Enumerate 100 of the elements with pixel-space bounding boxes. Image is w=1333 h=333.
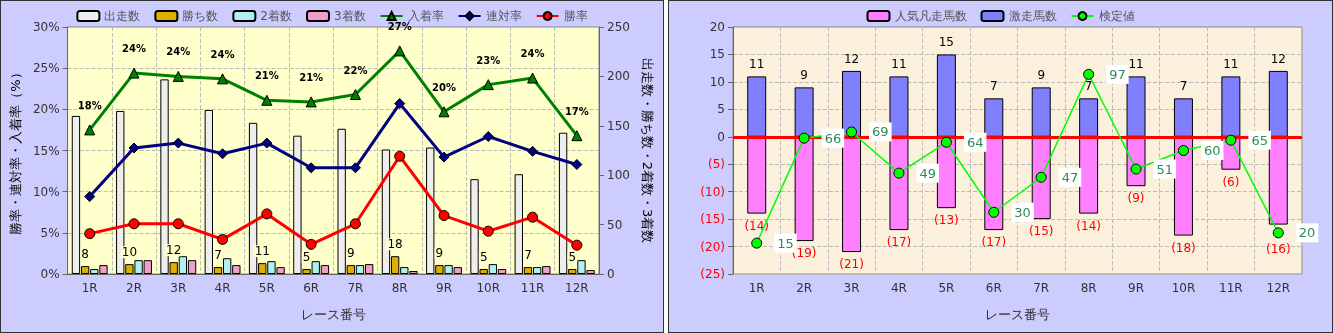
x-axis-title: レース番号 (300, 307, 366, 322)
data-label: 24% (520, 48, 545, 60)
x-tick-label: 10R (476, 281, 501, 295)
point (305, 96, 317, 108)
x-tick-label: 7R (1033, 281, 1050, 295)
x-tick-label: 11R (520, 281, 545, 295)
bar (1173, 98, 1193, 137)
point (217, 73, 229, 85)
data-label: (9) (1127, 191, 1145, 206)
y-tick-label: 0% (40, 267, 60, 281)
y2-axis-title: 出走数・勝ち数・2着数・3着数 (640, 57, 655, 244)
data-label: (17) (981, 235, 1007, 250)
x-tick-label: 11R (1219, 281, 1243, 295)
x-tick-label: 8R (391, 281, 408, 295)
data-label: 20% (432, 81, 456, 93)
data-label: 9 (435, 246, 444, 261)
y-tick-label: (25) (700, 267, 725, 281)
data-label: 18% (77, 99, 102, 111)
x-tick-label: 2R (796, 281, 813, 295)
bar (842, 70, 862, 137)
data-label: 7 (214, 248, 222, 263)
y-tick-label: (10) (700, 184, 725, 199)
data-label: 11 (1128, 57, 1144, 72)
point (349, 89, 361, 101)
legend-label: 出走数 (104, 9, 141, 23)
point (438, 151, 450, 163)
data-label: 15 (777, 235, 794, 251)
point (846, 126, 858, 138)
y-tick-label: 5 (717, 102, 725, 117)
point (893, 167, 905, 179)
y2-tick-label: 100 (607, 168, 630, 183)
x-tick-label: 6R (303, 281, 320, 295)
point (84, 124, 96, 136)
data-label: 60 (1203, 143, 1221, 158)
point (128, 142, 140, 154)
x-axis-title: レース番号 (985, 307, 1050, 322)
point (84, 191, 96, 203)
bar (1268, 70, 1288, 137)
x-tick-label: 7R (347, 281, 364, 295)
bar (984, 98, 1004, 137)
y-tick-label: 5% (40, 225, 60, 240)
data-label: 47 (1061, 169, 1079, 185)
bar (1126, 76, 1146, 137)
point (261, 208, 273, 220)
legend-label: 2着数 (260, 9, 293, 23)
y2-tick-label: 50 (607, 217, 623, 232)
point (751, 237, 763, 249)
data-label: 7 (1179, 79, 1188, 94)
data-label: 12 (843, 51, 860, 66)
y-tick-label: (15) (700, 212, 725, 227)
data-label: 20 (1298, 225, 1316, 241)
y-axis-title: 勝率・連対率・入着率（%） (8, 66, 23, 235)
data-label: 23% (476, 54, 501, 66)
x-tick-label: 9R (436, 281, 452, 295)
data-label: (14) (1076, 218, 1101, 233)
data-label: 21% (299, 71, 324, 83)
point (482, 225, 494, 237)
point (1272, 227, 1284, 239)
data-label: 27% (387, 20, 412, 32)
point (128, 67, 140, 79)
data-label: (18) (1171, 240, 1196, 255)
point (482, 131, 494, 142)
y-tick-label: 10% (32, 184, 60, 199)
data-label: 7 (524, 248, 532, 263)
data-label: 65 (1251, 132, 1268, 148)
data-label: 11 (749, 57, 765, 72)
point (349, 218, 361, 230)
x-tick-label: 5R (938, 281, 955, 295)
data-label: 8 (81, 247, 89, 262)
point (438, 106, 450, 118)
legend-label: 勝率 (563, 9, 588, 23)
legend-label: 検定値 (1098, 9, 1135, 23)
point (305, 162, 317, 174)
y2-tick-label: 150 (607, 118, 630, 133)
point (217, 148, 229, 160)
y2-tick-label: 200 (607, 69, 630, 84)
data-label: 5 (302, 250, 311, 265)
data-label: 10 (121, 245, 138, 260)
y2-tick-label: 250 (607, 20, 630, 34)
data-label: 24% (122, 43, 146, 55)
data-label: 5 (568, 250, 577, 265)
point (527, 145, 539, 157)
point (128, 218, 140, 230)
point (394, 45, 406, 57)
data-label: 15 (938, 35, 955, 50)
data-label: 18 (387, 237, 403, 252)
point (349, 162, 361, 174)
bar (794, 136, 814, 242)
point (394, 150, 406, 162)
x-tick-label: 8R (1080, 281, 1097, 295)
data-label: (13) (934, 213, 959, 228)
data-label: 12 (166, 243, 182, 258)
y-tick-label: (5) (708, 157, 725, 172)
data-label: 22% (343, 64, 368, 76)
data-label: 21% (254, 70, 279, 82)
data-label: 12 (1270, 51, 1286, 66)
x-tick-label: 12R (1266, 281, 1291, 295)
point (571, 239, 583, 251)
x-tick-label: 3R (170, 281, 187, 295)
data-label: 11 (1223, 57, 1239, 72)
